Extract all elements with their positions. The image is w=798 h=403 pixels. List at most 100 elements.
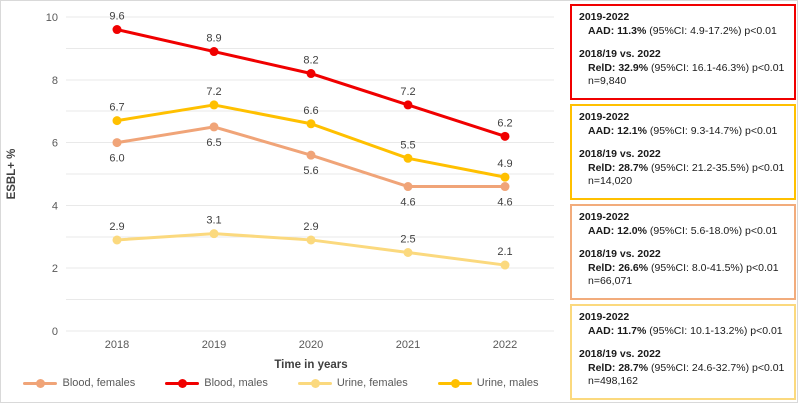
data-label: 8.2 xyxy=(303,55,318,67)
aad-ci: (95%CI: 5.6-18.0%) p<0.01 xyxy=(646,224,778,237)
legend-item-urine-males: Urine, males xyxy=(437,377,539,389)
data-label: 7.2 xyxy=(206,86,221,98)
data-point xyxy=(403,100,413,110)
legend-label: Urine, females xyxy=(336,377,408,389)
series-urine-females xyxy=(112,229,510,270)
stat-box-blood-males: 2019-2022 AAD: 11.3% (95%CI: 4.9-17.2%) … xyxy=(570,4,796,100)
data-point xyxy=(500,260,510,270)
sample-size: n=14,020 xyxy=(588,175,633,188)
x-axis-title: Time in years xyxy=(274,359,347,371)
comparison-range: 2018/19 vs. 2022 xyxy=(579,147,661,160)
comparison-range: 2018/19 vs. 2022 xyxy=(579,47,661,60)
data-label: 2.5 xyxy=(400,234,415,246)
data-label: 4.6 xyxy=(497,197,512,209)
data-label: 6.6 xyxy=(303,105,318,117)
data-label: 2.9 xyxy=(303,221,318,233)
stat-box-urine-males: 2019-2022 AAD: 12.1% (95%CI: 9.3-14.7%) … xyxy=(570,104,796,200)
legend-item-blood-males: Blood, males xyxy=(165,377,268,389)
data-point xyxy=(112,25,122,35)
data-point xyxy=(112,138,122,148)
y-tick-label: 0 xyxy=(52,326,58,338)
stat-box-urine-females: 2019-2022 AAD: 11.7% (95%CI: 10.1-13.2%)… xyxy=(570,304,796,400)
reld-ci: (95%CI: 8.0-41.5%) p<0.01 xyxy=(648,261,779,274)
aad-ci: (95%CI: 4.9-17.2%) p<0.01 xyxy=(646,24,777,37)
aad-stat: AAD: 11.7% (95%CI: 10.1-13.2%) p<0.01 xyxy=(579,325,787,339)
sample-size: n=66,071 xyxy=(588,275,633,288)
aad-value: AAD: 12.0% xyxy=(588,224,647,237)
data-label: 5.5 xyxy=(400,139,415,151)
chart-canvas: 0 2 4 6 8 10 2018 2019 2020 2021 2022 ESBL+ % Time i… xyxy=(6,11,554,371)
reld-ci: (95%CI: 16.1-46.3%) p<0.01 xyxy=(648,61,785,74)
line-chart: 0 2 4 6 8 10 2018 2019 2020 2021 2022 ESBL+ % Time i… xyxy=(1,1,566,402)
reld-value: RelD: 26.6% xyxy=(588,261,649,274)
aad-stat: AAD: 12.0% (95%CI: 5.6-18.0%) p<0.01 xyxy=(579,225,787,239)
reld-stat: RelD: 28.7% (95%CI: 24.6-32.7%) p<0.01 xyxy=(579,362,787,376)
data-labels-urine-males: 6.7 7.2 6.6 5.5 4.9 xyxy=(109,86,512,170)
spacer xyxy=(579,239,787,248)
legend-item-urine-females: Urine, females xyxy=(297,377,408,389)
reld-stat: RelD: 26.6% (95%CI: 8.0-41.5%) p<0.01 xyxy=(579,262,787,276)
y-tick-label: 6 xyxy=(52,138,58,150)
data-point xyxy=(403,182,413,192)
reld-ci: (95%CI: 21.2-35.5%) p<0.01 xyxy=(648,161,785,174)
reld-value: RelD: 28.7% xyxy=(588,361,649,374)
data-label: 4.6 xyxy=(400,197,415,209)
data-label: 6.2 xyxy=(497,117,512,129)
aad-stat: AAD: 12.1% (95%CI: 9.3-14.7%) p<0.01 xyxy=(579,125,787,139)
x-tick-label: 2018 xyxy=(105,339,129,351)
legend-marker-icon xyxy=(437,378,472,388)
data-label: 4.9 xyxy=(497,158,512,170)
reld-stat: RelD: 32.9% (95%CI: 16.1-46.3%) p<0.01 xyxy=(579,62,787,76)
data-label: 6.5 xyxy=(206,137,221,149)
aad-ci: (95%CI: 10.1-13.2%) p<0.01 xyxy=(646,324,783,337)
reld-value: RelD: 32.9% xyxy=(588,61,649,74)
legend-label: Blood, females xyxy=(62,377,136,389)
x-tick-label: 2021 xyxy=(396,339,420,351)
period-range: 2019-2022 xyxy=(579,111,630,123)
data-point xyxy=(209,229,219,239)
chart-legend: Blood, females Blood, males Urine, females… xyxy=(23,377,539,389)
series-blood-females xyxy=(112,122,510,192)
aad-stat: AAD: 11.3% (95%CI: 4.9-17.2%) p<0.01 xyxy=(579,25,787,39)
data-point xyxy=(403,153,413,163)
period-range: 2019-2022 xyxy=(579,311,630,323)
y-tick-label: 10 xyxy=(46,12,58,24)
data-label: 8.9 xyxy=(206,33,221,45)
data-label: 5.6 xyxy=(303,165,318,177)
x-tick-label: 2020 xyxy=(299,339,323,351)
legend-marker-icon xyxy=(297,378,332,388)
legend-item-blood-females: Blood, females xyxy=(23,377,135,389)
spacer xyxy=(579,339,787,348)
legend-marker-icon xyxy=(165,378,200,388)
y-axis-title: ESBL+ % xyxy=(6,149,18,200)
legend-label: Blood, males xyxy=(204,377,268,389)
legend-marker-icon xyxy=(23,378,58,388)
data-label: 3.1 xyxy=(206,215,221,227)
aad-value: AAD: 11.3% xyxy=(588,24,647,37)
spacer xyxy=(579,139,787,148)
data-labels-blood-females: 6.0 6.5 5.6 4.6 4.6 xyxy=(109,137,512,209)
data-point xyxy=(306,150,316,160)
data-labels-blood-males: 9.6 8.9 8.2 7.2 6.2 xyxy=(109,11,512,130)
aad-value: AAD: 11.7% xyxy=(588,324,647,337)
data-label: 2.9 xyxy=(109,221,124,233)
data-label: 6.0 xyxy=(109,153,124,165)
data-point xyxy=(500,172,510,182)
period-range: 2019-2022 xyxy=(579,211,630,223)
data-point xyxy=(306,69,316,79)
y-tick-label: 8 xyxy=(52,75,58,87)
sample-size: n=498,162 xyxy=(588,375,638,388)
data-label: 6.7 xyxy=(109,102,124,114)
data-point xyxy=(209,47,219,57)
y-tick-label: 4 xyxy=(52,200,58,212)
legend-label: Urine, males xyxy=(476,377,539,389)
x-tick-label: 2019 xyxy=(202,339,226,351)
reld-stat: RelD: 28.7% (95%CI: 21.2-35.5%) p<0.01 xyxy=(579,162,787,176)
data-point xyxy=(500,131,510,141)
data-point xyxy=(306,235,316,245)
data-label: 9.6 xyxy=(109,11,124,23)
data-label: 7.2 xyxy=(400,86,415,98)
stat-box-blood-females: 2019-2022 AAD: 12.0% (95%CI: 5.6-18.0%) … xyxy=(570,204,796,300)
x-tick-label: 2022 xyxy=(493,339,517,351)
